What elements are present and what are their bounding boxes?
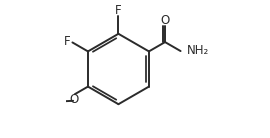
Text: NH₂: NH₂: [186, 44, 209, 57]
Text: F: F: [64, 34, 70, 48]
Text: F: F: [115, 4, 122, 17]
Text: O: O: [160, 14, 170, 27]
Text: O: O: [69, 92, 79, 106]
